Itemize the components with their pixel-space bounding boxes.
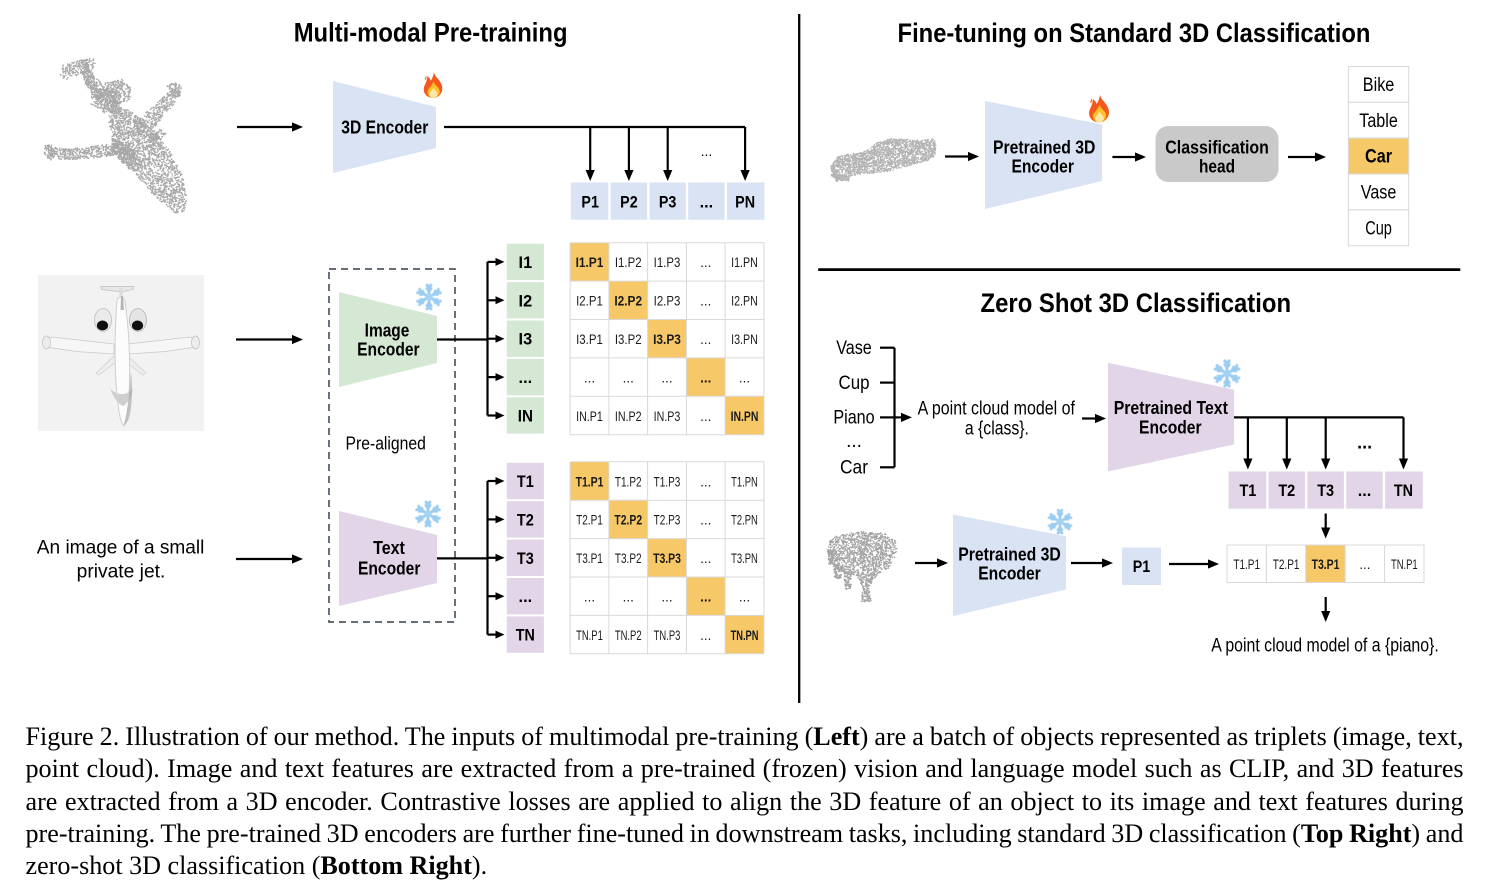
- svg-text:T1.PN: T1.PN: [731, 474, 758, 489]
- svg-text:TN.P3: TN.P3: [654, 628, 681, 643]
- svg-text:T2.P2: T2.P2: [614, 513, 642, 528]
- svg-text:...: ...: [701, 143, 713, 159]
- svg-text:IN.P2: IN.P2: [615, 409, 642, 424]
- svg-text:T3.PN: T3.PN: [731, 551, 758, 566]
- svg-text:P2: P2: [620, 193, 638, 211]
- svg-text:...: ...: [700, 474, 711, 489]
- svg-text:...: ...: [739, 590, 750, 605]
- svg-text:TN.PN: TN.PN: [731, 628, 759, 643]
- svg-text:...: ...: [700, 193, 714, 211]
- svg-text:P3: P3: [659, 193, 677, 211]
- svg-text:I3.P1: I3.P1: [576, 332, 603, 347]
- svg-text:I3.PN: I3.PN: [731, 332, 758, 347]
- svg-text:I2.PN: I2.PN: [731, 294, 758, 309]
- svg-text:I1.P1: I1.P1: [576, 255, 604, 270]
- svg-text:...: ...: [700, 409, 711, 424]
- svg-text:...: ...: [661, 590, 672, 605]
- svg-text:T1.P1: T1.P1: [576, 474, 604, 489]
- svg-text:...: ...: [700, 294, 711, 309]
- svg-text:...: ...: [623, 590, 634, 605]
- svg-text:PN: PN: [735, 193, 755, 211]
- svg-text:T3: T3: [517, 550, 534, 568]
- svg-text:An image of a small: An image of a small: [37, 537, 205, 559]
- svg-text:T3.P1: T3.P1: [576, 551, 603, 566]
- svg-text:IN.PN: IN.PN: [731, 409, 759, 424]
- svg-text:...: ...: [700, 628, 711, 643]
- svg-text:...: ...: [584, 370, 595, 385]
- svg-text:...: ...: [700, 590, 711, 605]
- svg-text:Encoder: Encoder: [358, 557, 421, 578]
- svg-text:...: ...: [700, 370, 711, 385]
- svg-text:T2.P3: T2.P3: [654, 513, 681, 528]
- svg-text:I1: I1: [519, 254, 533, 272]
- svg-text:3D Encoder: 3D Encoder: [341, 116, 428, 137]
- svg-text:Text: Text: [373, 537, 405, 558]
- svg-text:TN: TN: [516, 627, 535, 645]
- svg-text:I1.P2: I1.P2: [615, 255, 642, 270]
- svg-text:IN: IN: [518, 408, 533, 426]
- svg-text:T2.P1: T2.P1: [576, 513, 603, 528]
- svg-text:...: ...: [700, 551, 711, 566]
- svg-text:TN.P1: TN.P1: [576, 628, 603, 643]
- svg-text:T1.P2: T1.P2: [615, 474, 642, 489]
- svg-text:Encoder: Encoder: [357, 338, 420, 359]
- svg-text:...: ...: [700, 513, 711, 528]
- svg-text:I2.P2: I2.P2: [614, 294, 642, 309]
- svg-text:Multi-modal Pre-training: Multi-modal Pre-training: [294, 17, 568, 47]
- svg-text:T3.P2: T3.P2: [615, 551, 642, 566]
- svg-text:I2: I2: [519, 292, 533, 310]
- svg-text:...: ...: [623, 370, 634, 385]
- svg-text:...: ...: [700, 255, 711, 270]
- svg-text:TN.P2: TN.P2: [615, 628, 642, 643]
- svg-text:IN.P1: IN.P1: [576, 409, 603, 424]
- svg-text:IN.P3: IN.P3: [654, 409, 681, 424]
- svg-text:I1.PN: I1.PN: [731, 255, 758, 270]
- svg-text:...: ...: [584, 590, 595, 605]
- svg-text:private jet.: private jet.: [77, 560, 166, 582]
- svg-text:...: ...: [519, 588, 533, 606]
- svg-text:I1.P3: I1.P3: [654, 255, 681, 270]
- svg-text:P1: P1: [581, 193, 599, 211]
- svg-text:Pre-aligned: Pre-aligned: [346, 433, 426, 454]
- svg-text:I2.P3: I2.P3: [654, 294, 681, 309]
- svg-text:...: ...: [700, 332, 711, 347]
- svg-text:T1: T1: [517, 473, 534, 491]
- svg-text:T1.P3: T1.P3: [654, 474, 681, 489]
- svg-text:...: ...: [739, 370, 750, 385]
- svg-text:Fine-tuning on Standard 3D Cla: Fine-tuning on Standard 3D Classificatio…: [898, 18, 1371, 48]
- svg-text:...: ...: [661, 370, 672, 385]
- svg-text:T2: T2: [517, 511, 534, 529]
- svg-text:T2.PN: T2.PN: [731, 513, 758, 528]
- svg-text:I2.P1: I2.P1: [576, 294, 603, 309]
- svg-text:...: ...: [519, 369, 533, 387]
- svg-text:I3.P3: I3.P3: [653, 332, 681, 347]
- svg-text:T3.P3: T3.P3: [653, 551, 681, 566]
- svg-text:I3.P2: I3.P2: [615, 332, 642, 347]
- svg-text:I3: I3: [519, 331, 533, 349]
